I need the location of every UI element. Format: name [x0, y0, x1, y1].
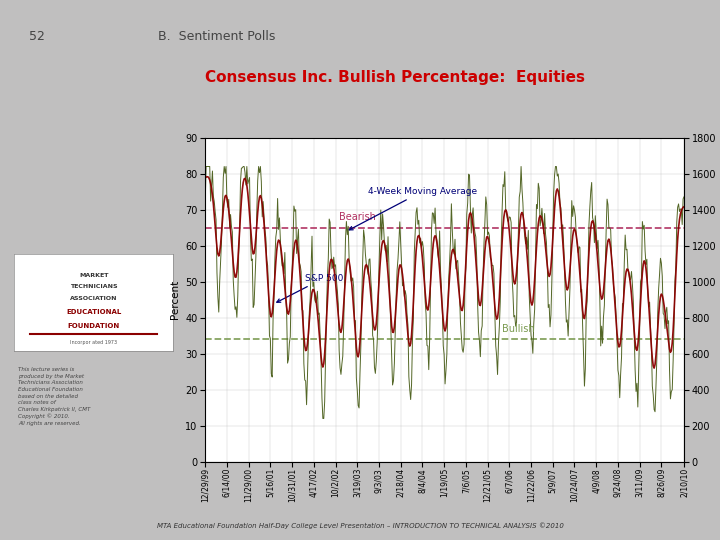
Text: 4-Week Moving Average: 4-Week Moving Average	[349, 187, 477, 230]
Text: Bullish: Bullish	[502, 324, 535, 334]
Text: MTA Educational Foundation Half-Day College Level Presentation – INTRODUCTION TO: MTA Educational Foundation Half-Day Coll…	[156, 523, 564, 529]
Text: ASSOCIATION: ASSOCIATION	[70, 296, 117, 301]
Text: This lecture series is
produced by the Market
Technicians Association
Educationa: This lecture series is produced by the M…	[18, 367, 91, 426]
Text: B.  Sentiment Polls: B. Sentiment Polls	[158, 30, 276, 43]
Text: MARKET: MARKET	[79, 273, 108, 278]
Text: EDUCATIONAL: EDUCATIONAL	[66, 309, 121, 315]
Text: Consensus Inc. Bullish Percentage:  Equities: Consensus Inc. Bullish Percentage: Equit…	[205, 70, 585, 85]
Text: 52: 52	[29, 30, 45, 43]
Text: FOUNDATION: FOUNDATION	[68, 323, 120, 329]
Y-axis label: Percent: Percent	[170, 280, 179, 319]
Text: S&P 500: S&P 500	[276, 274, 343, 302]
Text: Incorpor ated 1973: Incorpor ated 1973	[70, 340, 117, 345]
Text: Bearish: Bearish	[339, 212, 376, 222]
Text: TECHNICIANS: TECHNICIANS	[70, 285, 117, 289]
